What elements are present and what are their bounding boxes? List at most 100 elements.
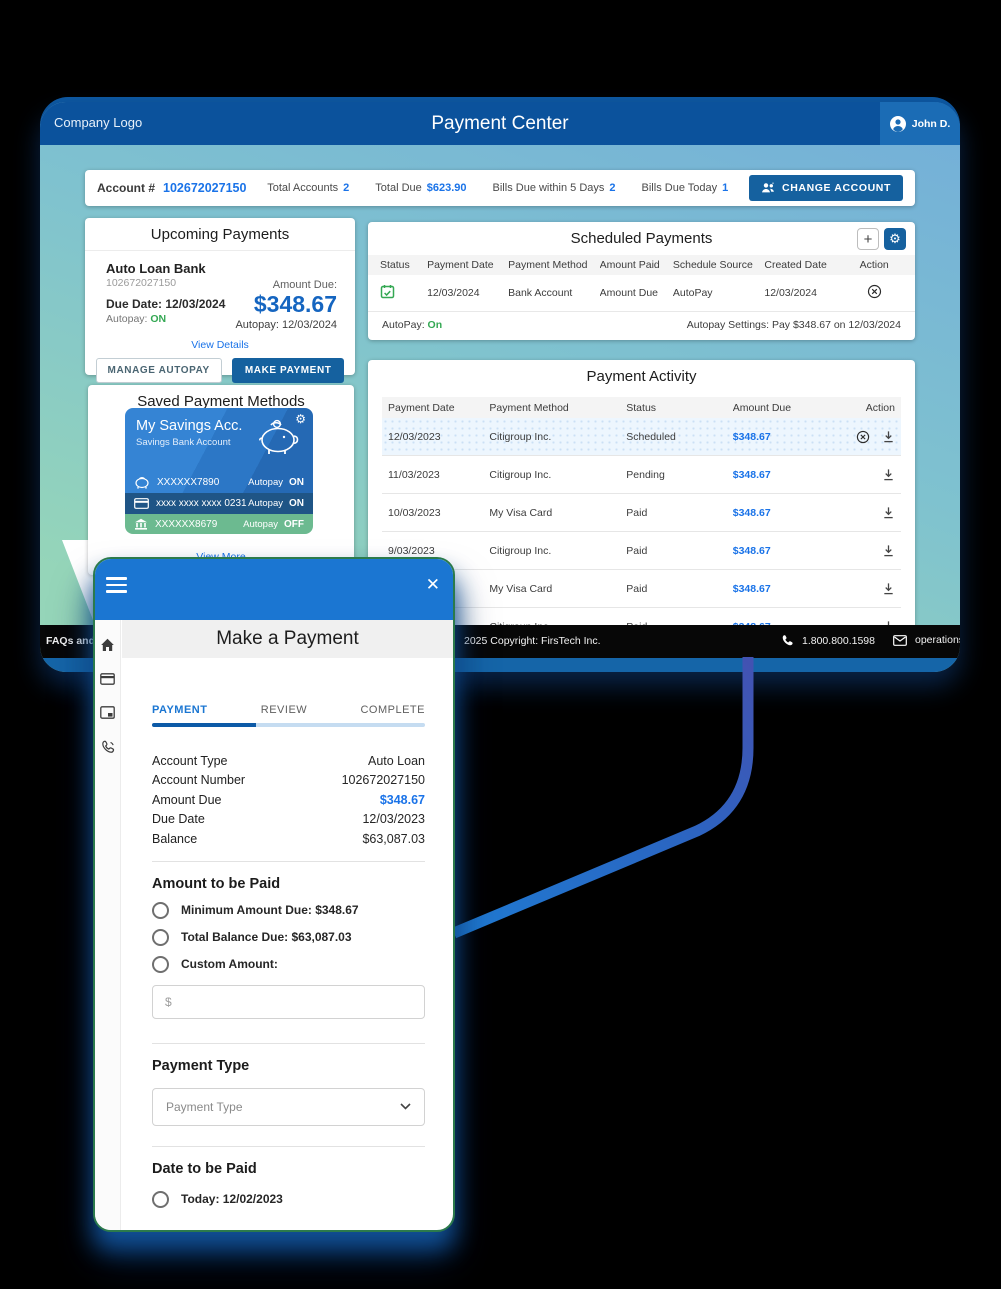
scheduled-payment-method: Bank Account xyxy=(508,287,573,299)
option-total-balance[interactable]: Total Balance Due: $63,087.03 xyxy=(152,928,425,946)
user-name: John D. xyxy=(911,117,951,130)
modal-sidebar xyxy=(95,620,121,1230)
detail-value-amount-due: $348.67 xyxy=(379,792,425,807)
modal-content: PAYMENT REVIEW COMPLETE Account Type Auto… xyxy=(122,658,453,1230)
amount-due-label: Amount Due: xyxy=(272,279,337,291)
tab-review[interactable]: REVIEW xyxy=(260,704,308,716)
download-icon[interactable] xyxy=(882,544,895,557)
radio-button[interactable] xyxy=(152,1190,169,1208)
upcoming-payment-detail: Auto Loan Bank 102672027150 Due Date: 12… xyxy=(85,251,355,337)
activity-row: 10/03/2023 My Visa Card Paid $348.67 xyxy=(382,494,901,532)
mail-icon xyxy=(893,634,907,646)
contact-phone-icon[interactable] xyxy=(101,740,115,754)
close-icon[interactable]: ✕ xyxy=(425,575,440,594)
steps-progress-bar xyxy=(152,723,425,727)
tab-payment[interactable]: PAYMENT xyxy=(152,704,208,716)
view-details-link[interactable]: View Details xyxy=(191,339,249,351)
account-summary-bar: Account # 102672027150 Total Accounts 2 T… xyxy=(85,170,915,206)
method-row-savings[interactable]: XXXXXX7890 Autopay ON xyxy=(125,471,313,493)
scheduled-footer: AutoPay: On Autopay Settings: Pay $348.6… xyxy=(368,311,915,337)
option-custom-amount[interactable]: Custom Amount: xyxy=(152,955,425,973)
make-a-payment-modal: ✕ Make a Payment PAYMENT REVIEW COMPLETE… xyxy=(93,557,455,1232)
download-icon[interactable] xyxy=(882,430,895,443)
savings-account-card[interactable]: My Savings Acc. Savings Bank Account ⚙ xyxy=(125,408,313,493)
divider xyxy=(85,250,355,251)
cancel-payment-icon[interactable] xyxy=(845,284,903,302)
home-icon[interactable] xyxy=(100,638,115,652)
settings-gear-button[interactable]: ⚙ xyxy=(884,228,906,250)
option-minimum-amount[interactable]: Minimum Amount Due: $348.67 xyxy=(152,901,425,919)
payment-type-select[interactable]: Payment Type xyxy=(152,1087,425,1126)
stat-total-due: Total Due $623.90 xyxy=(375,182,467,194)
divider xyxy=(152,1145,425,1147)
autopay-on-badge: ON xyxy=(150,313,167,325)
upcoming-payments-card: Upcoming Payments Auto Loan Bank 1026720… xyxy=(85,218,355,383)
autopay-state: ON xyxy=(289,476,304,488)
card-subtitle: Savings Bank Account xyxy=(136,437,231,448)
radio-button[interactable] xyxy=(152,901,169,919)
account-stats: Total Accounts 2 Total Due $623.90 Bills D… xyxy=(267,182,728,194)
scheduled-table-header: Status Payment Date Payment Method Amoun… xyxy=(368,255,915,275)
footer-email[interactable]: operations@firstech xyxy=(893,634,960,646)
due-date: Due Date: 12/03/2024 xyxy=(106,297,226,311)
cancel-payment-icon[interactable] xyxy=(856,430,870,444)
user-icon xyxy=(889,115,906,132)
activity-row: 9/03/2023 Citigroup Inc. Paid $348.67 xyxy=(382,532,901,570)
modal-title: Make a Payment xyxy=(122,620,453,658)
autopay-on-text: On xyxy=(427,318,443,331)
piggy-bank-icon xyxy=(258,419,299,454)
page-title: Payment Center xyxy=(431,113,569,134)
date-to-be-paid-heading: Date to be Paid xyxy=(152,1160,257,1177)
change-account-button[interactable]: CHANGE ACCOUNT xyxy=(749,175,903,201)
radio-button[interactable] xyxy=(152,955,169,973)
account-details-list: Account Type Auto Loan Account Number 1026… xyxy=(152,751,425,849)
status-calendar-icon xyxy=(380,284,427,302)
payment-center-window: Company Logo Payment Center John D. Acco… xyxy=(40,102,960,672)
phone-icon xyxy=(782,635,793,646)
scheduled-source: AutoPay xyxy=(672,287,713,299)
autopay-status: Autopay: ON xyxy=(106,313,167,325)
payment-type-heading: Payment Type xyxy=(152,1057,250,1074)
credit-card-icon[interactable] xyxy=(100,673,115,685)
footer-phone[interactable]: 1.800.800.1598 xyxy=(781,634,875,647)
detail-label: Account Number xyxy=(152,773,246,788)
manage-autopay-button[interactable]: MANAGE AUTOPAY xyxy=(95,358,222,383)
tab-complete[interactable]: COMPLETE xyxy=(360,704,425,716)
download-icon[interactable] xyxy=(882,468,895,481)
download-icon[interactable] xyxy=(882,582,895,595)
detail-value: Auto Loan xyxy=(368,753,425,768)
method-row-bank[interactable]: XXXXXX8679 Autopay OFF xyxy=(125,514,313,534)
saved-payment-methods-card: Saved Payment Methods My Savings Acc. Sa… xyxy=(88,385,354,575)
user-menu[interactable]: John D. xyxy=(880,102,960,145)
wallet-icon[interactable] xyxy=(100,706,115,719)
stat-bills-5-days: Bills Due within 5 Days 2 xyxy=(492,182,616,194)
scheduled-table-row: 12/03/2024 Bank Account Amount Due AutoP… xyxy=(368,275,915,311)
activity-table-header: Payment Date Payment Method Status Amoun… xyxy=(382,397,901,418)
scheduled-amount-paid: Amount Due xyxy=(599,287,659,299)
detail-value: 12/03/2023 xyxy=(362,812,425,827)
hamburger-menu-icon[interactable] xyxy=(106,577,127,597)
detail-label: Balance xyxy=(152,831,198,846)
amount-to-be-paid-heading: Amount to be Paid xyxy=(152,875,281,892)
download-icon[interactable] xyxy=(882,506,895,519)
account-number-label: Account # xyxy=(97,181,156,195)
bank-icon xyxy=(135,518,147,530)
loan-account-number: 102672027150 xyxy=(106,277,177,289)
stat-total-accounts: Total Accounts 2 xyxy=(267,182,350,194)
add-payment-button[interactable]: + xyxy=(857,228,879,250)
detail-value: $63,087.03 xyxy=(362,831,425,846)
autopay-date: Autopay: 12/03/2024 xyxy=(235,319,337,331)
copyright-text: 2025 Copyright: FirsTech Inc. xyxy=(464,635,601,647)
autopay-state: OFF xyxy=(284,518,304,530)
saved-methods-title: Saved Payment Methods xyxy=(137,393,305,410)
radio-button[interactable] xyxy=(152,928,169,946)
make-payment-button[interactable]: MAKE PAYMENT xyxy=(231,358,345,383)
custom-amount-input[interactable] xyxy=(152,984,425,1019)
option-pay-today[interactable]: Today: 12/02/2023 xyxy=(152,1190,425,1208)
card-gear-icon[interactable]: ⚙ xyxy=(295,412,306,426)
masked-number: xxxx xxxx xxxx 0231 xyxy=(156,498,247,509)
chevron-down-icon xyxy=(400,1103,411,1110)
people-icon xyxy=(762,182,774,193)
method-row-visa[interactable]: xxxx xxxx xxxx 0231 Autopay ON xyxy=(125,493,313,514)
payment-activity-card: Payment Activity Payment Date Payment Me… xyxy=(368,360,915,660)
